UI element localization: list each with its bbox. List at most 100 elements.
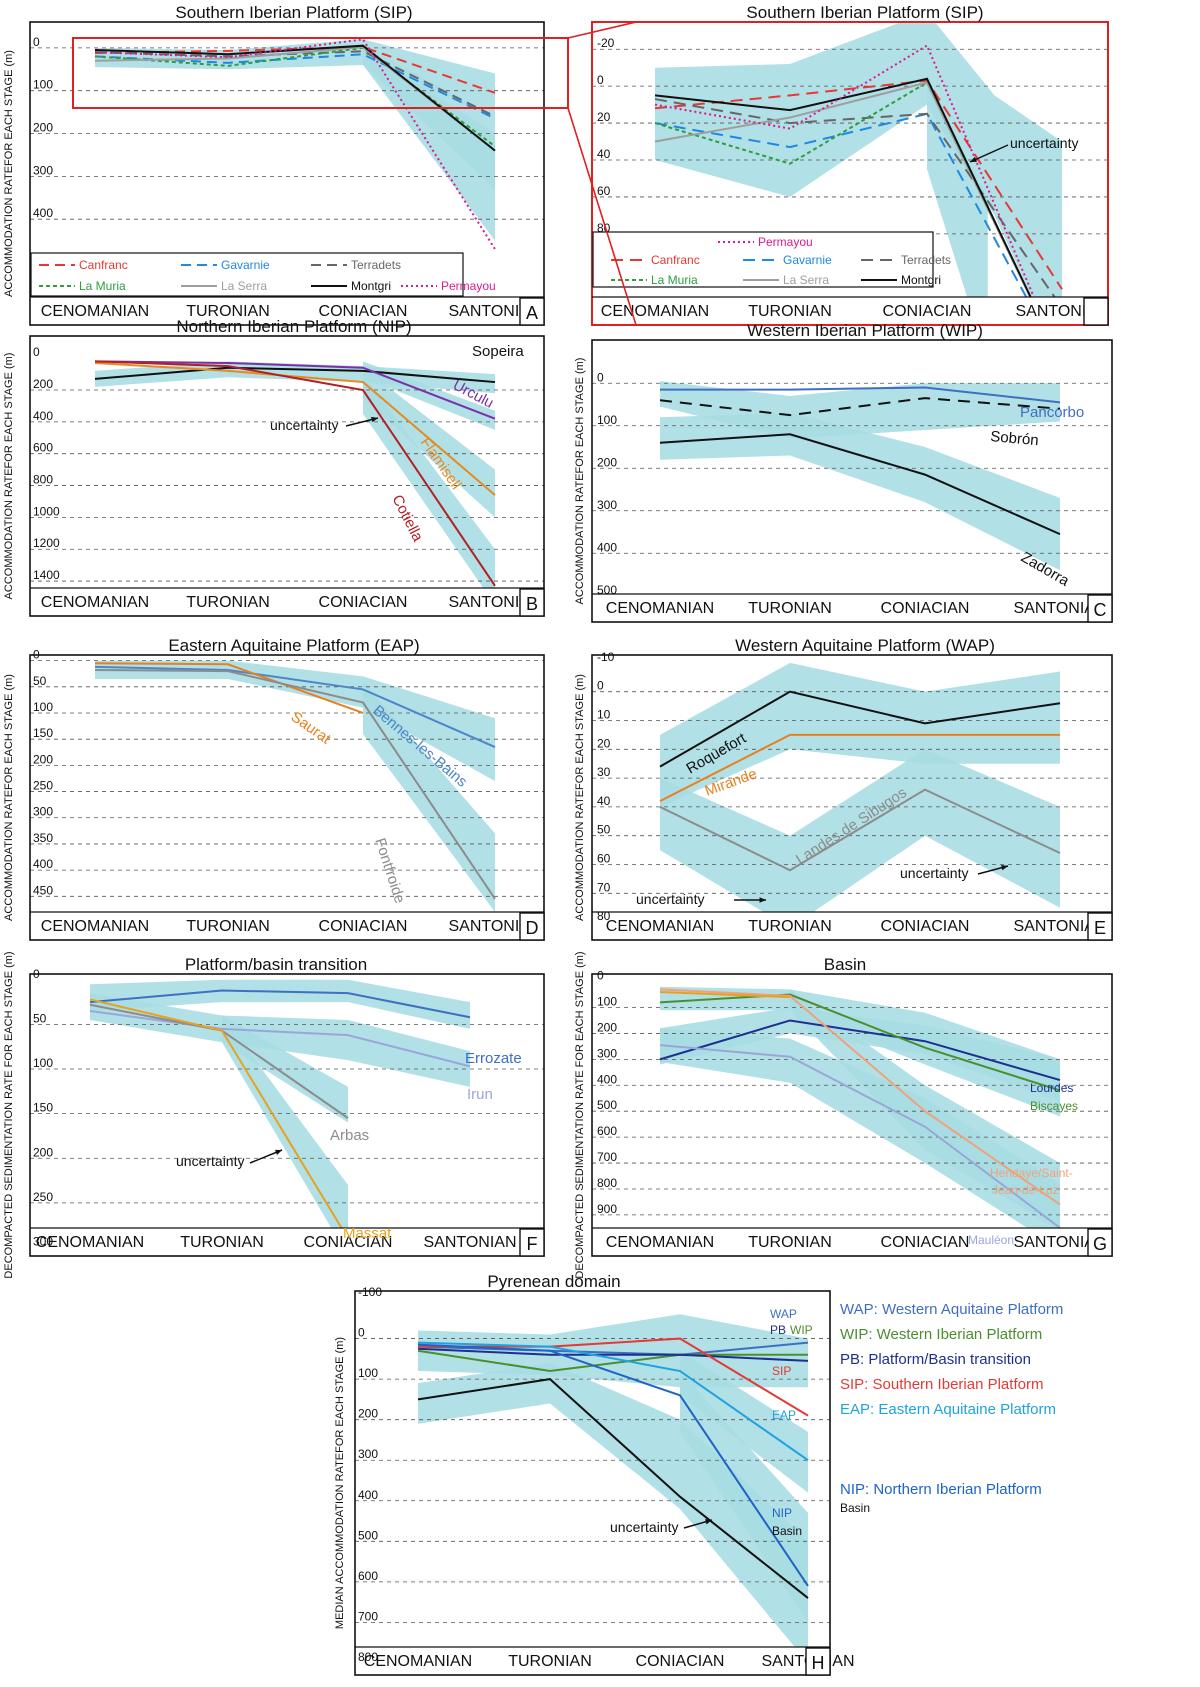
panel-letter: G (1093, 1234, 1107, 1254)
uncertainty-arrowhead (371, 416, 378, 423)
plot-area (592, 381, 1112, 571)
series-line-irun (89, 1010, 471, 1068)
legend-label: La Serra (221, 279, 267, 293)
y-tick-label: 200 (33, 121, 53, 135)
uncertainty-band (363, 361, 495, 430)
chart-panel-b: Northern Iberian Platform (NIP) 0 200 400 60… (3, 317, 545, 617)
key-entry: PB: Platform/Basin transition (840, 1351, 1031, 1368)
plot-area (30, 660, 544, 912)
uncertainty-band (363, 374, 495, 588)
category-label: CONIACIAN (319, 918, 408, 935)
y-tick-label: 350 (33, 831, 53, 845)
panel-letter-box (519, 297, 545, 326)
uncertainty-arrowhead (1001, 865, 1008, 871)
series-label: SIP (772, 1364, 791, 1378)
panel-frame (591, 654, 1113, 941)
key-entry: WAP: Western Aquitaine Platform (840, 1301, 1063, 1318)
chart-panel-a: Southern Iberian Platform (SIP) 0 100 200 30… (3, 3, 545, 326)
category-label: TURONIAN (508, 1653, 592, 1670)
series-line-mirande (659, 733, 1060, 803)
series-line-basin (417, 1378, 809, 1599)
category-label: TURONIAN (748, 600, 832, 617)
y-tick-label: -10 (597, 650, 615, 664)
category-label: SANTONIAN (423, 1234, 516, 1251)
y-tick-label: 1000 (33, 504, 60, 518)
chart-panel-a2: Southern Iberian Platform (SIP) -20 0 20 40 6… (591, 3, 1109, 326)
series-line-cotiella (94, 360, 496, 587)
y-tick-label: 600 (358, 1569, 378, 1583)
series-line-pb (417, 1347, 809, 1362)
chart-panel-d: Eastern Aquitaine Platform (EAP) 0 50 100 15… (3, 636, 545, 941)
chart-panel-h: Pyrenean domain -100 0 100 200 300 400 500 600 70… (334, 1272, 855, 1676)
category-label: CENOMANIAN (41, 303, 149, 320)
y-tick-label: 0 (33, 648, 40, 662)
panel-frame (354, 1290, 831, 1676)
category-label: CONIACIAN (319, 594, 408, 611)
y-axis-label: DECOMPACTED SEDIMENTATION RATE FOR EACH … (574, 951, 586, 1278)
panel-title: Western Iberian Platform (WIP) (747, 321, 983, 340)
panel-letter-box (519, 912, 545, 941)
category-label: CENOMANIAN (606, 918, 714, 935)
series-line-bennes-les-bains (94, 665, 496, 748)
legend-label: Permayou (758, 235, 813, 249)
y-tick-label: 600 (597, 1124, 617, 1138)
series-label: Fontfroide (371, 836, 408, 905)
y-tick-label: 0 (597, 679, 604, 693)
plot-area (592, 986, 1112, 1228)
y-tick-label: 20 (597, 736, 611, 750)
series-line-biscayes (659, 993, 1061, 1092)
series-line-saurat (94, 662, 364, 714)
series-label: Sopeira (472, 343, 524, 360)
legend-label: Montgri (351, 279, 391, 293)
category-label: TURONIAN (186, 303, 270, 320)
y-tick-label: 800 (358, 1650, 378, 1664)
category-label: CONIACIAN (636, 1653, 725, 1670)
series-line-fontfroide (94, 669, 496, 900)
series-line-zadorra (659, 433, 1061, 536)
y-tick-label: 600 (33, 441, 53, 455)
y-tick-label: 300 (33, 805, 53, 819)
uncertainty-band (660, 413, 1060, 571)
key-entry: Basin (840, 1501, 870, 1515)
key-entry: EAP: Eastern Aquitaine Platform (840, 1401, 1056, 1418)
y-tick-label: 300 (597, 498, 617, 512)
y-tick-label: 150 (33, 1101, 53, 1115)
y-tick-label: 800 (597, 1176, 617, 1190)
key-entry: WIP: Western Iberian Platform (840, 1326, 1042, 1343)
uncertainty-band (95, 660, 495, 782)
y-tick-label: 250 (33, 1190, 53, 1204)
y-tick-label: 50 (597, 823, 611, 837)
legend-label: Terradets (901, 253, 951, 267)
y-tick-label: 700 (358, 1609, 378, 1623)
uncertainty-band (680, 1350, 808, 1493)
category-label: TURONIAN (748, 303, 832, 320)
uncertainty-band (363, 367, 495, 518)
category-label: CONIACIAN (883, 303, 972, 320)
series-line-sopeira (94, 366, 496, 384)
y-tick-label: 40 (597, 147, 611, 161)
y-tick-label: 450 (33, 883, 53, 897)
panel-title: Eastern Aquitaine Platform (EAP) (168, 636, 419, 655)
series-line-urculu (94, 360, 496, 420)
series-label: Saurat (288, 708, 335, 748)
plot-area (30, 979, 544, 1228)
y-axis-label: ACCOMMODATION RATEFOR EACH STAGE (m) (574, 358, 586, 605)
panel-letter-box (519, 1228, 545, 1257)
series-label: Sobrón (990, 428, 1040, 449)
category-label: CONIACIAN (304, 1234, 393, 1251)
panel-letter: A (526, 303, 538, 323)
uncertainty-arrowhead (275, 1149, 282, 1155)
y-tick-label: 0 (597, 73, 604, 87)
category-label: CENOMANIAN (606, 1234, 714, 1251)
y-tick-label: 300 (358, 1447, 378, 1461)
series-label: Hendaye/Saint- (990, 1166, 1073, 1180)
y-tick-label: 20 (597, 110, 611, 124)
uncertainty-arrowhead (970, 156, 977, 162)
series-line-massat (89, 998, 343, 1228)
y-tick-label: 700 (597, 1150, 617, 1164)
legend-label: La Muria (79, 279, 126, 293)
uncertainty-band (363, 47, 495, 241)
y-axis-label: ACCOMMODATION RATEFOR EACH STAGE (m) (3, 50, 15, 297)
category-label: TURONIAN (186, 918, 270, 935)
y-tick-label: 200 (358, 1407, 378, 1421)
